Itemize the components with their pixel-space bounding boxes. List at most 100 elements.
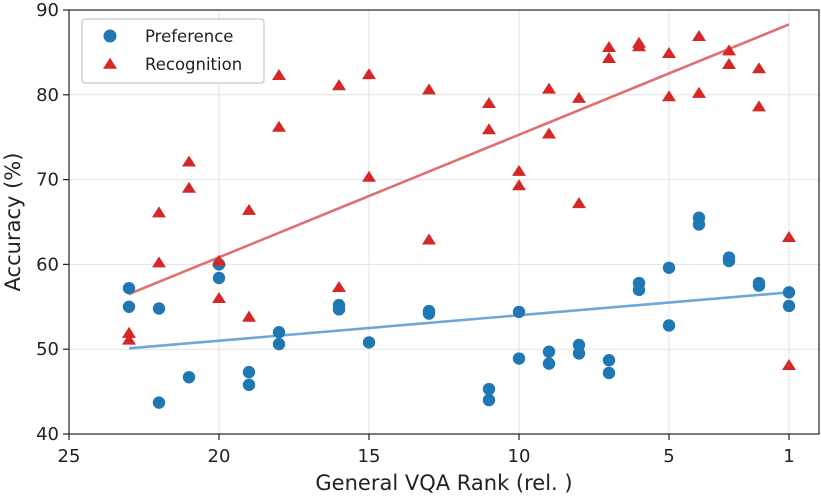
y-tick-label: 50 bbox=[36, 339, 59, 360]
y-tick-label: 80 bbox=[36, 85, 59, 106]
point-preference bbox=[242, 378, 256, 392]
point-recognition bbox=[782, 359, 796, 371]
point-recognition bbox=[602, 52, 616, 64]
point-preference bbox=[542, 357, 556, 370]
point-preference bbox=[482, 393, 496, 407]
point-recognition bbox=[122, 333, 136, 345]
point-recognition bbox=[332, 280, 346, 293]
point-preference bbox=[182, 370, 196, 384]
point-preference bbox=[632, 283, 646, 297]
legend-marker-preference bbox=[103, 29, 117, 43]
point-recognition bbox=[482, 96, 496, 109]
point-recognition bbox=[362, 170, 376, 182]
point-preference bbox=[662, 319, 676, 332]
point-preference bbox=[602, 354, 616, 367]
point-preference bbox=[512, 352, 526, 365]
legend-circle-marker bbox=[103, 29, 117, 43]
axis-ticks: 25 20 15 10 5 1 40 50 60 70 80 90 bbox=[36, 0, 795, 467]
point-preference bbox=[662, 261, 676, 274]
data-points bbox=[122, 29, 796, 409]
point-recognition bbox=[272, 68, 286, 81]
point-recognition bbox=[122, 326, 136, 338]
point-preference bbox=[332, 303, 346, 316]
point-preference bbox=[692, 218, 706, 231]
y-tick-label: 70 bbox=[36, 170, 59, 191]
point-preference bbox=[272, 326, 286, 339]
point-preference bbox=[542, 345, 556, 358]
point-recognition bbox=[242, 203, 256, 215]
point-recognition bbox=[332, 79, 346, 91]
point-recognition bbox=[572, 197, 586, 209]
y-tick-label: 90 bbox=[36, 0, 59, 21]
x-tick-label: 25 bbox=[58, 446, 81, 467]
point-recognition bbox=[662, 46, 676, 58]
point-recognition bbox=[152, 256, 166, 268]
point-preference bbox=[512, 305, 526, 319]
point-preference bbox=[572, 338, 586, 352]
y-tick-label: 60 bbox=[36, 254, 59, 275]
point-recognition bbox=[152, 206, 166, 218]
x-tick-label: 10 bbox=[508, 446, 531, 467]
point-recognition bbox=[542, 82, 556, 94]
plot-frame bbox=[68, 9, 820, 435]
y-tick-label: 40 bbox=[36, 424, 59, 445]
point-recognition bbox=[782, 230, 796, 242]
point-preference bbox=[242, 365, 256, 379]
x-tick-label: 5 bbox=[663, 446, 674, 467]
point-preference bbox=[122, 300, 136, 313]
point-preference bbox=[122, 281, 136, 295]
legend-triangle-marker bbox=[103, 57, 117, 69]
point-preference bbox=[722, 254, 736, 268]
point-recognition bbox=[182, 155, 196, 167]
point-preference bbox=[362, 336, 376, 349]
point-recognition bbox=[422, 83, 436, 95]
point-recognition bbox=[512, 179, 526, 191]
point-recognition bbox=[602, 41, 616, 53]
x-tick-label: 20 bbox=[208, 446, 231, 467]
trend-lines bbox=[128, 23, 790, 350]
legend-box bbox=[81, 18, 265, 84]
trend-line-preference bbox=[128, 291, 790, 350]
point-preference bbox=[422, 307, 436, 320]
point-recognition bbox=[752, 62, 766, 74]
point-recognition bbox=[692, 86, 706, 98]
point-recognition bbox=[482, 123, 496, 135]
point-recognition bbox=[212, 292, 226, 304]
point-recognition bbox=[422, 233, 436, 245]
point-recognition bbox=[362, 68, 376, 80]
point-recognition bbox=[572, 91, 586, 103]
point-recognition bbox=[722, 57, 736, 69]
point-preference bbox=[572, 347, 586, 360]
point-recognition bbox=[752, 100, 766, 112]
point-preference bbox=[152, 302, 166, 315]
point-recognition bbox=[632, 40, 646, 52]
point-recognition bbox=[272, 120, 286, 132]
trend-line-recognition bbox=[128, 23, 790, 296]
point-recognition bbox=[512, 164, 526, 176]
x-axis-label: General VQA Rank (rel. ) bbox=[315, 471, 572, 495]
point-preference bbox=[272, 337, 286, 351]
legend-label-preference: Preference bbox=[145, 27, 233, 46]
y-axis-label: Accuracy (%) bbox=[1, 153, 25, 292]
point-preference bbox=[782, 286, 796, 299]
x-tick-label: 15 bbox=[358, 446, 381, 467]
point-recognition bbox=[542, 127, 556, 139]
x-tick-label: 1 bbox=[783, 446, 794, 467]
legend: Preference Recognition bbox=[81, 18, 265, 84]
point-recognition bbox=[692, 29, 706, 42]
point-recognition bbox=[662, 90, 676, 102]
point-preference bbox=[212, 271, 226, 285]
legend-marker-recognition bbox=[103, 57, 117, 69]
point-preference bbox=[752, 279, 766, 292]
point-preference bbox=[482, 382, 496, 396]
point-recognition bbox=[722, 44, 736, 56]
legend-label-recognition: Recognition bbox=[145, 55, 242, 74]
point-recognition bbox=[242, 310, 256, 322]
point-recognition bbox=[212, 254, 226, 266]
point-preference bbox=[602, 366, 616, 380]
point-preference bbox=[152, 396, 166, 409]
point-preference bbox=[782, 299, 796, 313]
point-recognition bbox=[182, 181, 196, 193]
